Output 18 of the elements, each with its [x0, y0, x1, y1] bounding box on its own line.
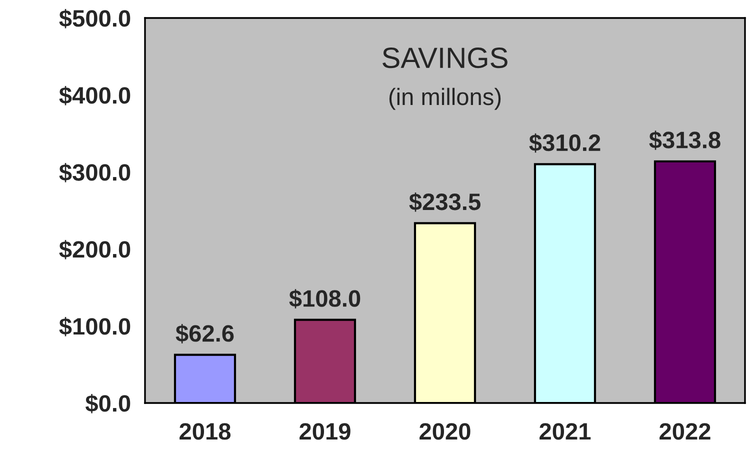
data-label: $233.5 [409, 192, 480, 212]
data-label: $62.6 [176, 324, 234, 344]
x-tick-label: 2022 [660, 423, 710, 440]
y-tick-label: $200.0 [59, 240, 130, 260]
data-label: $313.8 [649, 130, 720, 150]
y-tick-label: $400.0 [59, 86, 130, 106]
y-tick-label: $300.0 [59, 163, 130, 182]
x-tick-label: 2021 [540, 423, 591, 440]
y-tick-label: $100.0 [59, 317, 130, 336]
y-tick-label: $0.0 [85, 394, 130, 414]
text: SAVINGS [382, 48, 508, 68]
text: (in millons) [389, 88, 501, 110]
x-tick-label: 2018 [180, 423, 231, 440]
y-tick-label: $500.0 [59, 9, 130, 28]
data-label: $310.2 [529, 133, 600, 153]
data-label: $108.0 [289, 289, 360, 308]
x-tick-label: 2020 [420, 423, 470, 440]
x-tick-label: 2019 [300, 423, 350, 440]
